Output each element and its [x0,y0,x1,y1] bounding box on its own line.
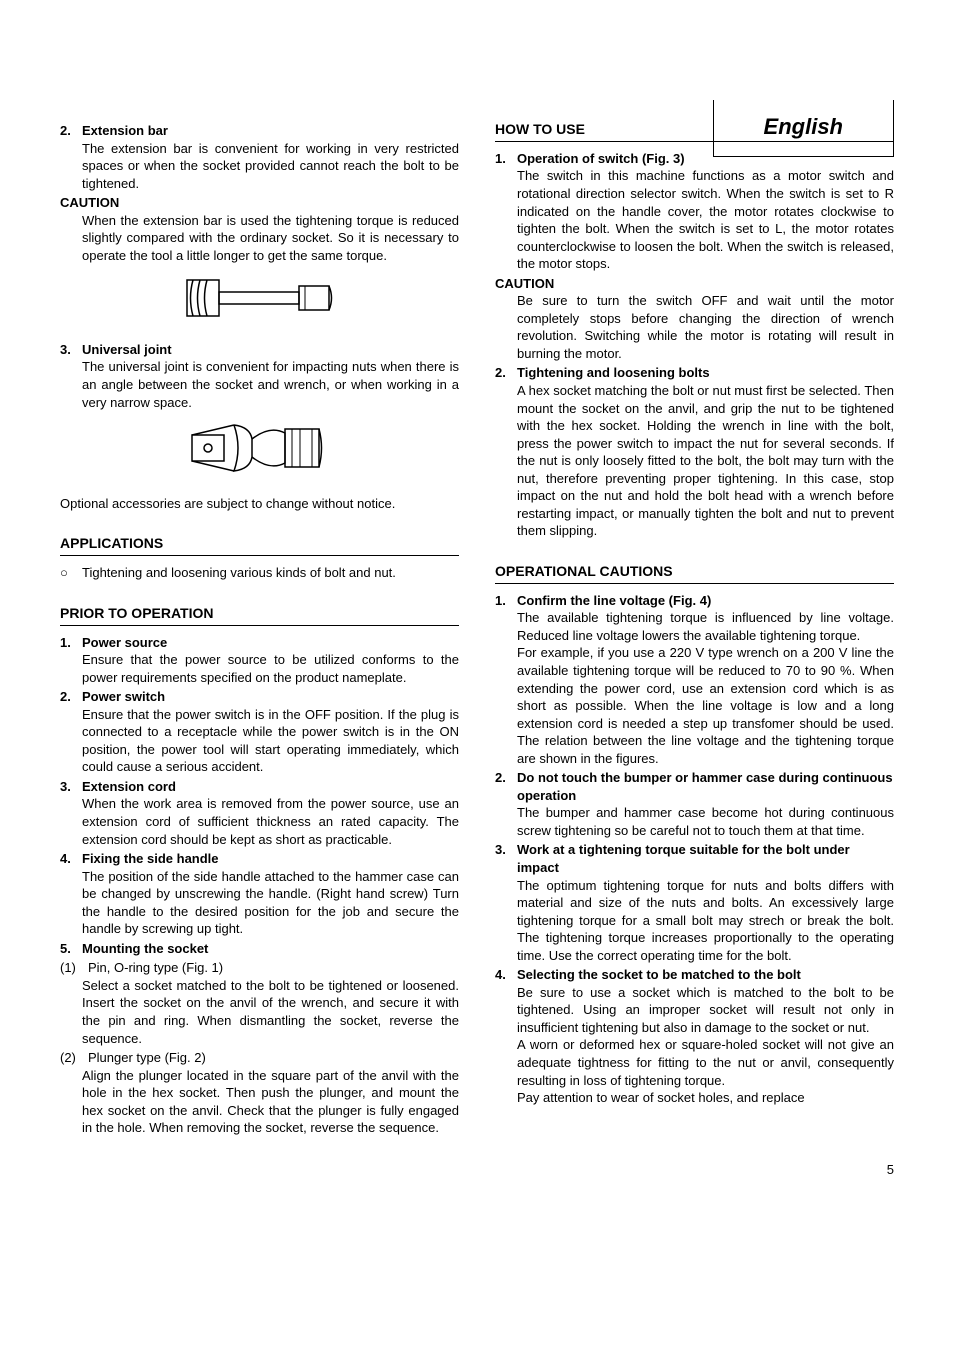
item-extension-bar: 2. Extension bar The extension bar is co… [60,122,459,192]
item-title: Mounting the socket [82,941,208,956]
item-body: A hex socket matching the bolt or nut mu… [517,382,894,540]
item-title: Power source [82,635,167,650]
item-mounting-socket: 5. Mounting the socket [60,940,459,958]
section-applications: APPLICATIONS [60,534,459,556]
subitem-body: Select a socket matched to the bolt to b… [60,977,459,1047]
item-title: Operation of switch (Fig. 3) [517,151,685,166]
bullet-text: Tightening and loosening various kinds o… [82,564,459,582]
item-title: Tightening and loosening bolts [517,365,710,380]
item-number: 5. [60,940,82,958]
extension-bar-figure [60,274,459,327]
item-title: Work at a tightening torque suitable for… [517,842,850,875]
item-power-source: 1. Power source Ensure that the power so… [60,634,459,687]
applications-bullet: ○ Tightening and loosening various kinds… [60,564,459,582]
item-body: Pay attention to wear of socket holes, a… [517,1089,894,1107]
item-torque-suitable: 3. Work at a tightening torque suitable … [495,841,894,964]
subitem-number: (1) [60,959,88,977]
item-bumper-hot: 2. Do not touch the bumper or hammer cas… [495,769,894,839]
item-operation-switch: 1. Operation of switch (Fig. 3) The swit… [495,150,894,273]
section-prior-to-operation: PRIOR TO OPERATION [60,604,459,626]
item-power-switch: 2. Power switch Ensure that the power sw… [60,688,459,776]
item-number: 3. [60,341,82,411]
left-column: 2. Extension bar The extension bar is co… [60,120,459,1137]
universal-joint-icon [190,421,330,476]
item-title: Selecting the socket to be matched to th… [517,967,801,982]
bullet-marker: ○ [60,564,82,582]
item-body: The optimum tightening torque for nuts a… [517,877,894,965]
item-body: For example, if you use a 220 V type wre… [517,644,894,767]
caution-body: When the extension bar is used the tight… [60,212,459,265]
caution-body: Be sure to turn the switch OFF and wait … [495,292,894,362]
item-title: Extension cord [82,779,176,794]
optional-accessories-note: Optional accessories are subject to chan… [60,495,459,513]
subitem-body: Align the plunger located in the square … [60,1067,459,1137]
item-body: The universal joint is convenient for im… [82,358,459,411]
item-side-handle: 4. Fixing the side handle The position o… [60,850,459,938]
extension-bar-icon [185,274,335,322]
item-body: A worn or deformed hex or square-holed s… [517,1036,894,1089]
subitem-number: (2) [60,1049,88,1067]
item-body: Ensure that the power switch is in the O… [82,706,459,776]
item-title: Universal joint [82,342,172,357]
item-number: 2. [495,364,517,539]
item-body: The available tightening torque is influ… [517,609,894,644]
item-number: 2. [495,769,517,839]
subitem-title: Pin, O-ring type (Fig. 1) [88,960,223,975]
section-operational-cautions: OPERATIONAL CAUTIONS [495,562,894,584]
item-title: Extension bar [82,123,168,138]
caution-label: CAUTION [60,194,459,212]
item-socket-match: 4. Selecting the socket to be matched to… [495,966,894,1106]
item-number: 1. [495,150,517,273]
item-number: 4. [495,966,517,1106]
caution-label: CAUTION [495,275,894,293]
item-title: Do not touch the bumper or hammer case d… [517,770,893,803]
right-column: HOW TO USE 1. Operation of switch (Fig. … [495,120,894,1137]
subitem-title: Plunger type (Fig. 2) [88,1050,206,1065]
item-body: The extension bar is convenient for work… [82,140,459,193]
item-body: The switch in this machine functions as … [517,167,894,272]
page-number: 5 [60,1161,894,1179]
universal-joint-figure [60,421,459,481]
item-body: The bumper and hammer case become hot du… [517,804,894,839]
item-extension-cord: 3. Extension cord When the work area is … [60,778,459,848]
item-number: 3. [60,778,82,848]
language-tab: English [713,100,894,157]
item-number: 3. [495,841,517,964]
subitem-pin-oring: (1) Pin, O-ring type (Fig. 1) [60,959,459,977]
item-body: The position of the side handle attached… [82,868,459,938]
item-number: 1. [495,592,517,767]
item-line-voltage: 1. Confirm the line voltage (Fig. 4) The… [495,592,894,767]
subitem-plunger: (2) Plunger type (Fig. 2) [60,1049,459,1067]
item-body: Ensure that the power source to be utili… [82,651,459,686]
item-universal-joint: 3. Universal joint The universal joint i… [60,341,459,411]
item-body: When the work area is removed from the p… [82,795,459,848]
item-title: Power switch [82,689,165,704]
item-title: Confirm the line voltage (Fig. 4) [517,593,711,608]
item-number: 2. [60,688,82,776]
item-title: Fixing the side handle [82,851,219,866]
item-tighten-loosen: 2. Tightening and loosening bolts A hex … [495,364,894,539]
item-number: 1. [60,634,82,687]
item-number: 2. [60,122,82,192]
item-body: Be sure to use a socket which is matched… [517,984,894,1037]
item-number: 4. [60,850,82,938]
